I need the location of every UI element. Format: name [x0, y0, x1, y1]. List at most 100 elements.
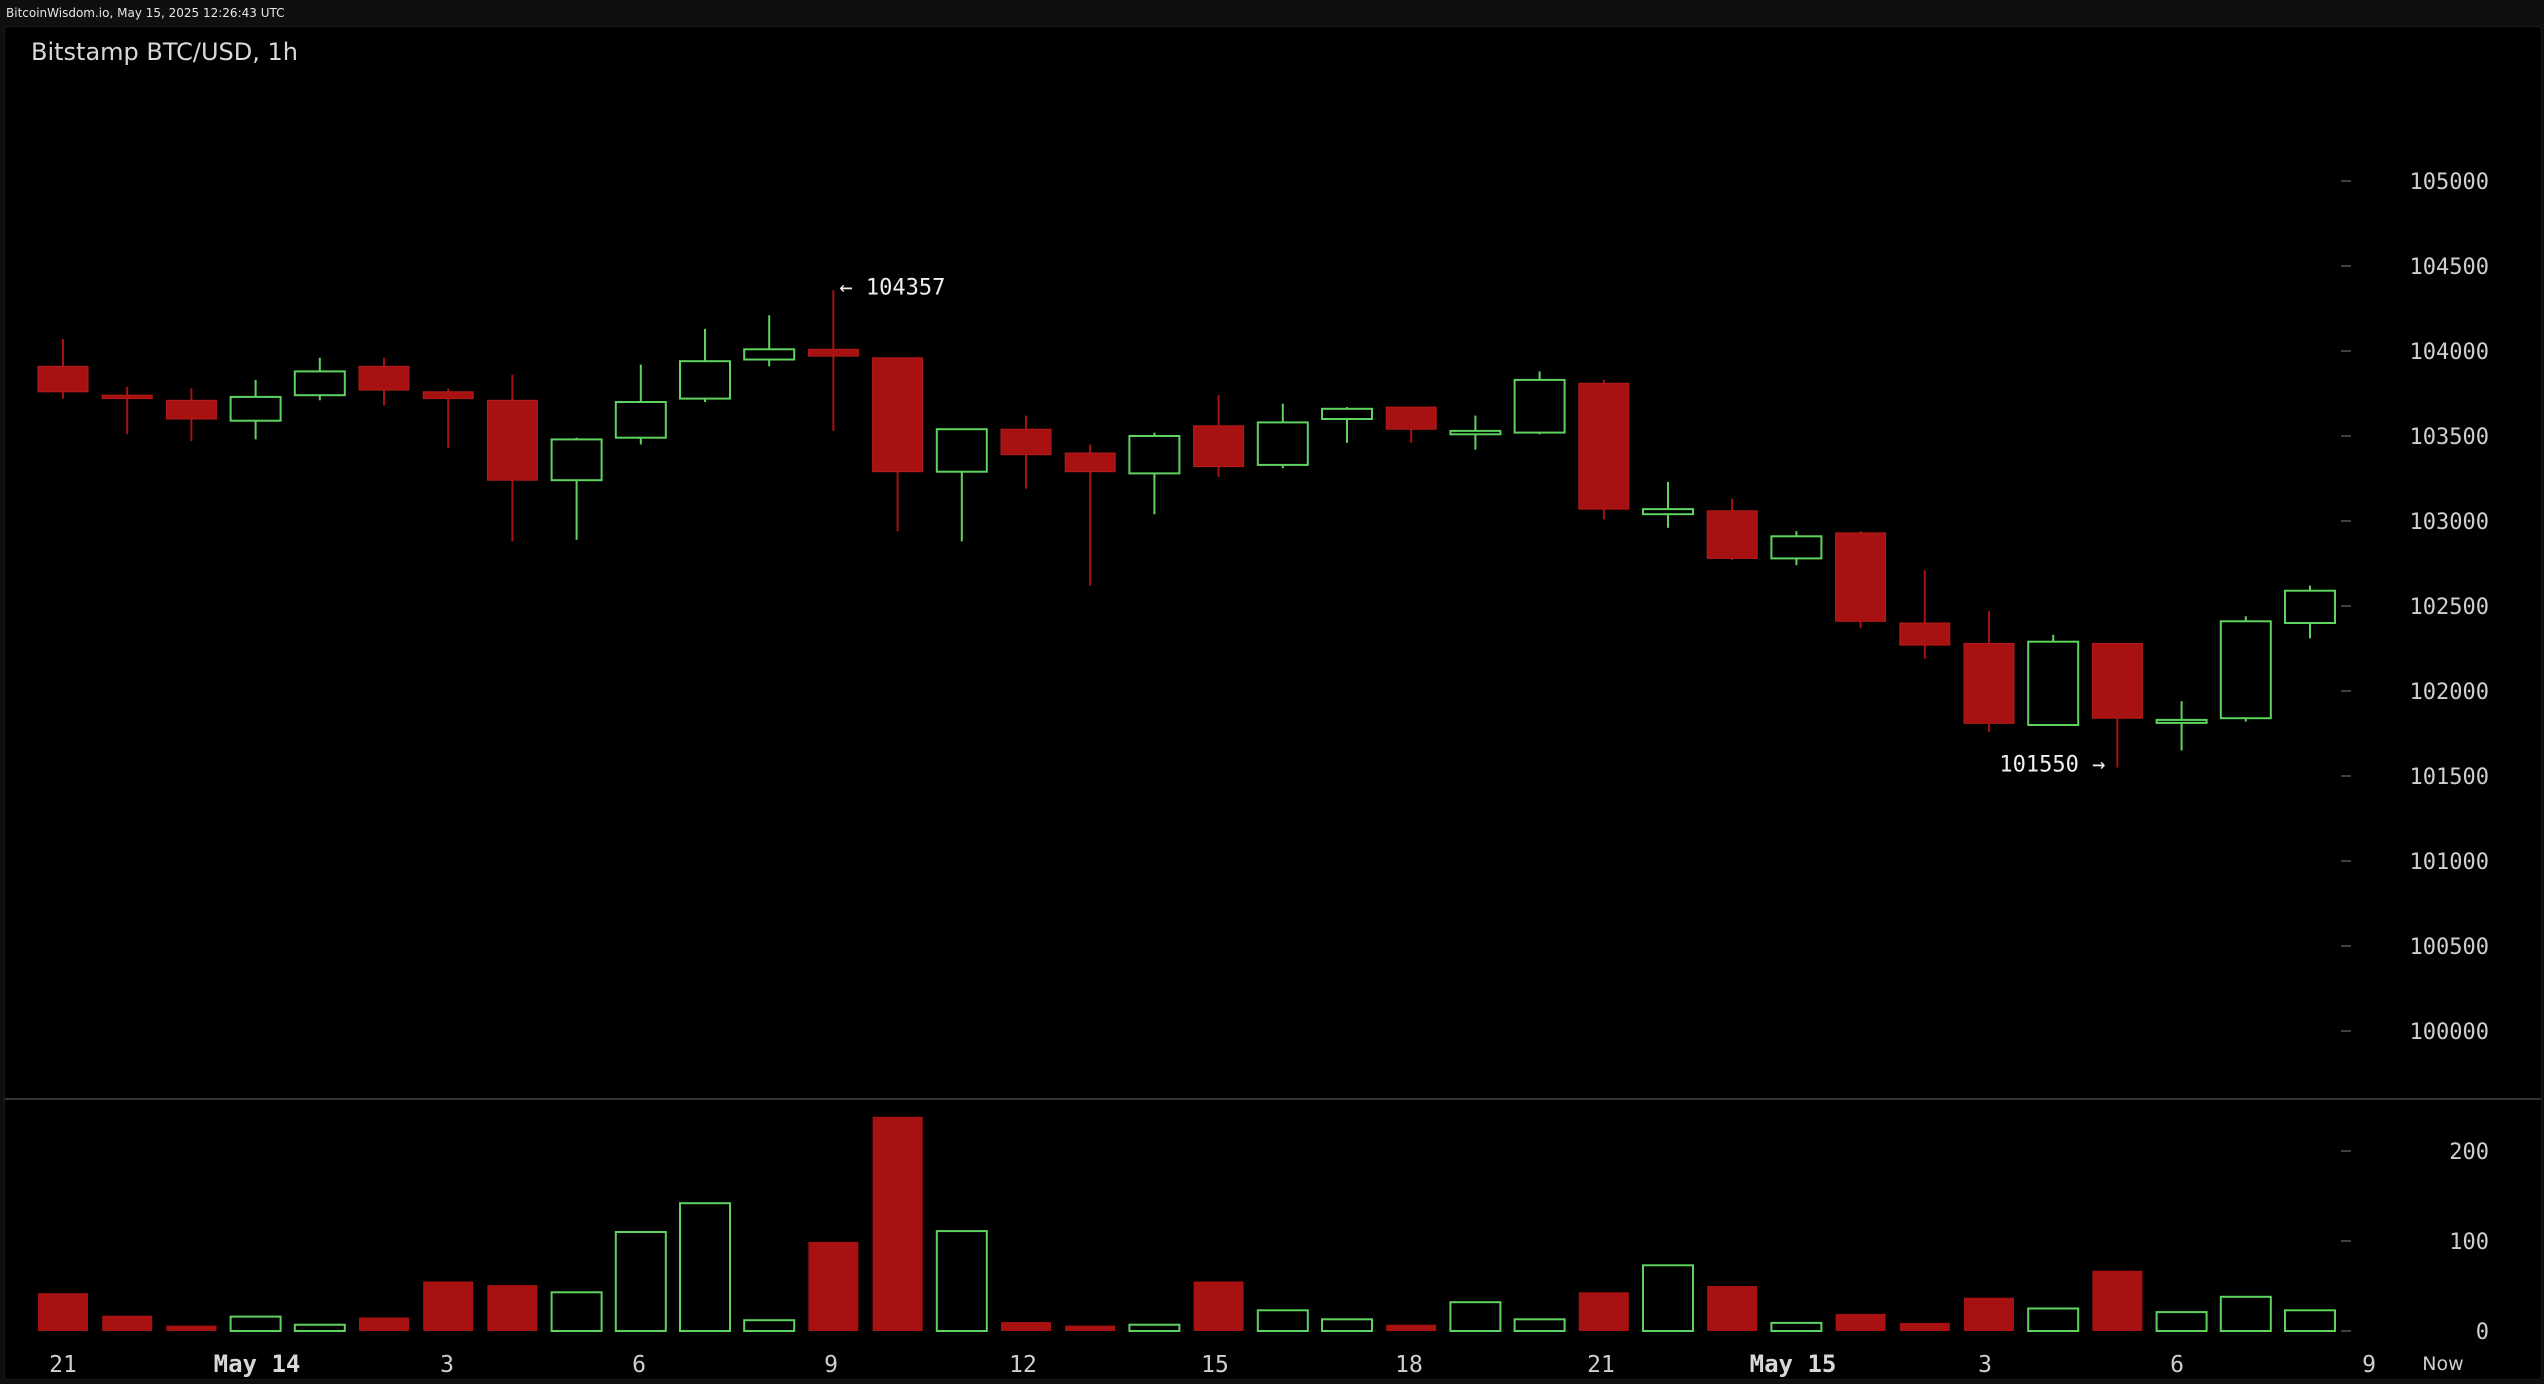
candle-body	[679, 360, 731, 400]
candle	[1064, 444, 1116, 586]
volume-tick-label: 200	[2449, 1140, 2489, 1165]
price-tick-label: 102500	[2410, 595, 2489, 620]
time-axis-label: 6	[2170, 1352, 2184, 1378]
candle-body	[1449, 429, 1502, 436]
candlestick-chart[interactable]: Bitstamp BTC/USD, 1h 1000001005001010001…	[5, 27, 2541, 1379]
time-axis-label: May 15	[1750, 1350, 1837, 1378]
volume-bar	[935, 1230, 988, 1332]
candle-body	[1963, 642, 2015, 724]
chart-title: Bitstamp BTC/USD, 1h	[31, 38, 298, 66]
price-tick-label: 104500	[2410, 255, 2489, 280]
candle	[1000, 415, 1052, 489]
candle-body	[293, 370, 346, 397]
candle	[486, 374, 538, 542]
price-tick-label: 100000	[2410, 1020, 2489, 1045]
candle-body	[1000, 428, 1052, 456]
volume-bar	[2219, 1295, 2272, 1333]
candle	[1835, 531, 1887, 629]
candle	[1449, 415, 1502, 450]
volume-bar	[2155, 1311, 2208, 1332]
candle-body	[165, 399, 217, 420]
candle	[807, 290, 859, 431]
volume-bar	[1578, 1292, 1629, 1331]
candle	[1385, 406, 1437, 443]
volume-bar	[1707, 1286, 1758, 1331]
candle-body	[229, 395, 282, 422]
candle	[422, 388, 474, 448]
time-axis-label: 12	[1009, 1352, 1037, 1378]
volume-bar	[359, 1317, 409, 1331]
volume-bar	[293, 1323, 346, 1332]
candle	[872, 357, 924, 532]
time-axis-label: 6	[632, 1352, 646, 1378]
candle	[935, 428, 988, 542]
volume-bar	[1642, 1264, 1694, 1333]
candle	[1513, 371, 1566, 435]
time-axis-label: May 14	[214, 1350, 301, 1378]
candle-body	[486, 399, 538, 481]
candle	[1642, 481, 1694, 528]
time-axis-label: 9	[2362, 1352, 2376, 1378]
volume-bar	[679, 1202, 731, 1332]
candle-body	[1513, 378, 1566, 434]
candle-body	[1193, 425, 1245, 468]
chart-panel[interactable]: Bitstamp BTC/USD, 1h 100000 100500 101000 1…	[4, 26, 2542, 1380]
volume-bar	[1065, 1325, 1116, 1331]
volume-bar	[743, 1319, 796, 1332]
time-axis-label: 15	[1201, 1352, 1229, 1378]
volume-bar	[166, 1325, 217, 1331]
price-tick-label: 101500	[2410, 765, 2489, 790]
low-annotation: 101550 →	[1999, 753, 2105, 778]
volume-bar	[1770, 1321, 1823, 1333]
candle-body	[1770, 535, 1823, 560]
price-tick-label: 100500	[2410, 935, 2489, 960]
time-axis-label: 21	[1587, 1352, 1615, 1378]
candle	[1256, 403, 1309, 469]
time-axis-label: 3	[1978, 1352, 1992, 1378]
price-tick-label: 103500	[2410, 425, 2489, 450]
candle-body	[2219, 620, 2272, 720]
candle	[2284, 585, 2336, 639]
candle-body	[1642, 508, 1694, 516]
price-tick-label: 104000	[2410, 340, 2489, 365]
candle-body	[1899, 622, 1951, 646]
volume-bar	[229, 1315, 282, 1332]
time-axis-label: Now	[2422, 1353, 2463, 1375]
candle	[165, 388, 217, 442]
candle	[1193, 395, 1245, 477]
candle-body	[1321, 407, 1373, 420]
time-axis-label: 18	[1395, 1352, 1423, 1378]
candle-body	[1256, 421, 1309, 466]
time-axis-label: 21	[49, 1352, 77, 1378]
volume-bar	[1128, 1323, 1181, 1332]
candle	[2091, 642, 2143, 768]
candle	[1770, 531, 1823, 566]
volume-bar	[38, 1293, 88, 1331]
candle-body	[807, 348, 859, 357]
volume-bar	[1321, 1318, 1373, 1333]
candle-body	[37, 365, 89, 393]
volume-bar	[1449, 1301, 1502, 1332]
candle	[101, 386, 153, 435]
volume-bar	[1964, 1297, 2014, 1331]
candle	[743, 315, 796, 367]
source-text: BitcoinWisdom.io, May 15, 2025 12:26:43 …	[6, 6, 285, 20]
candle	[2027, 634, 2080, 727]
volume-bar	[423, 1281, 474, 1331]
candle	[2219, 616, 2272, 722]
volume-bar	[614, 1231, 667, 1332]
candle-body	[101, 394, 153, 400]
candle-body	[2155, 718, 2208, 724]
volume-layer	[38, 1116, 2336, 1333]
high-annotation: ← 104357	[839, 275, 945, 300]
time-axis: 21 May 14 3 6 9 12 15 18 21 May 15 3 6 9 Now	[49, 1350, 2464, 1378]
candle	[1706, 498, 1758, 561]
volume-tick-label: 0	[2476, 1320, 2489, 1345]
volume-bar	[1899, 1322, 1950, 1331]
candle-body	[422, 391, 474, 400]
candle	[614, 364, 667, 445]
source-bar: BitcoinWisdom.io, May 15, 2025 12:26:43 …	[0, 0, 2544, 26]
volume-bar	[2284, 1309, 2336, 1333]
candle-body	[2027, 640, 2080, 727]
candle-body	[872, 357, 924, 473]
